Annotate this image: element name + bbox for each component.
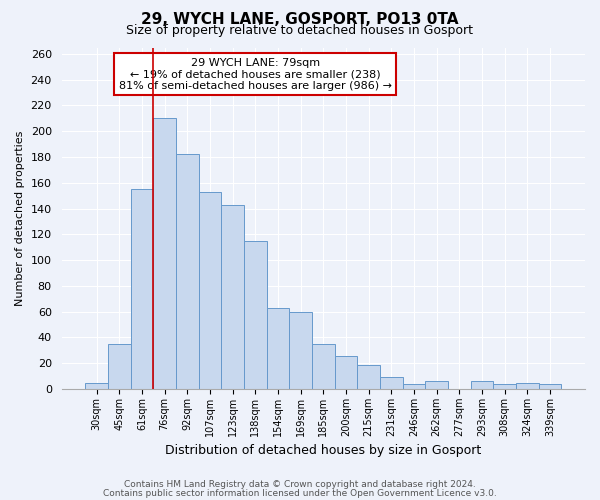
Text: 29 WYCH LANE: 79sqm
← 19% of detached houses are smaller (238)
81% of semi-detac: 29 WYCH LANE: 79sqm ← 19% of detached ho… — [119, 58, 392, 91]
Y-axis label: Number of detached properties: Number of detached properties — [15, 130, 25, 306]
Bar — [289, 312, 312, 389]
Bar — [380, 378, 403, 389]
X-axis label: Distribution of detached houses by size in Gosport: Distribution of detached houses by size … — [165, 444, 481, 458]
Bar — [425, 382, 448, 389]
Bar — [131, 190, 154, 389]
Bar — [516, 382, 539, 389]
Bar — [108, 344, 131, 389]
Bar — [403, 384, 425, 389]
Bar — [266, 308, 289, 389]
Bar — [335, 356, 357, 389]
Text: Size of property relative to detached houses in Gosport: Size of property relative to detached ho… — [127, 24, 473, 37]
Bar — [176, 154, 199, 389]
Bar — [357, 364, 380, 389]
Text: 29, WYCH LANE, GOSPORT, PO13 0TA: 29, WYCH LANE, GOSPORT, PO13 0TA — [141, 12, 459, 28]
Text: Contains public sector information licensed under the Open Government Licence v3: Contains public sector information licen… — [103, 488, 497, 498]
Bar — [221, 204, 244, 389]
Text: Contains HM Land Registry data © Crown copyright and database right 2024.: Contains HM Land Registry data © Crown c… — [124, 480, 476, 489]
Bar — [244, 241, 266, 389]
Bar — [493, 384, 516, 389]
Bar — [85, 382, 108, 389]
Bar — [154, 118, 176, 389]
Bar — [539, 384, 561, 389]
Bar — [312, 344, 335, 389]
Bar — [199, 192, 221, 389]
Bar — [470, 382, 493, 389]
